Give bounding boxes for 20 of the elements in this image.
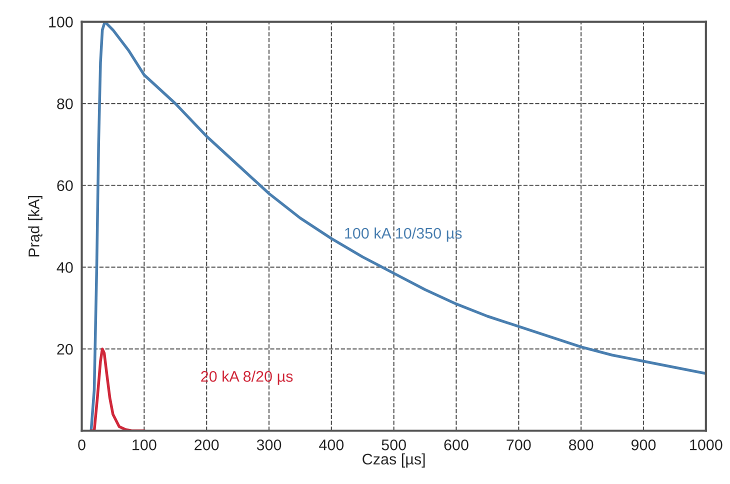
y-axis-title: Prąd [kA] (28, 196, 42, 256)
x-tick-label: 1000 (690, 439, 722, 450)
x-tick-label: 200 (194, 439, 219, 450)
text: 20 kA 8/20 µs (201, 370, 293, 385)
x-axis-title: Czas [µs] (362, 453, 425, 468)
x-tick-label: 900 (631, 439, 656, 450)
x-tick-label: 600 (444, 439, 468, 450)
y-tick-label: 60 (57, 180, 73, 192)
x-tick-label: 800 (569, 439, 594, 450)
x-tick-label: 300 (256, 439, 282, 450)
x-tick-label: 400 (319, 439, 344, 450)
x-tick-label: 0 (78, 439, 86, 450)
x-tick-label: 100 (132, 439, 156, 450)
x-tick-label: 500 (382, 439, 406, 450)
y-tick-label: 100 (49, 16, 73, 28)
series-label: 100 kA 10/350 µs (345, 227, 462, 242)
y-tick-label: 20 (57, 344, 73, 355)
x-tick-label: 700 (506, 439, 531, 450)
y-tick-label: 80 (57, 98, 73, 110)
y-tick-label: 40 (56, 262, 73, 273)
